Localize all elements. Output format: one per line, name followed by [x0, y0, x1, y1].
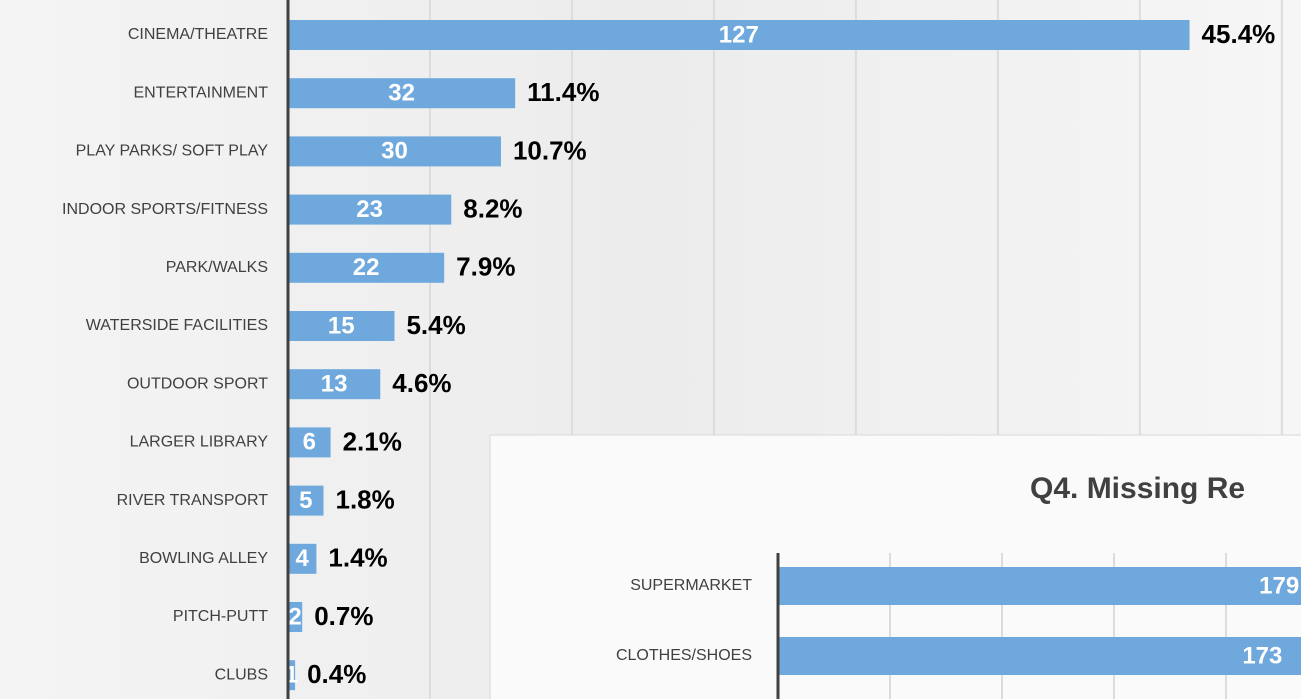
value-label: 173 [1242, 642, 1282, 669]
percent-label: 5.4% [406, 310, 465, 340]
percent-label: 0.4% [307, 659, 366, 689]
category-label: CINEMA/THEATRE [128, 26, 268, 43]
bar [288, 20, 1190, 50]
bar [778, 567, 1301, 605]
percent-label: 10.7% [513, 135, 587, 165]
inset-chart: Q4. Missing Re SUPERMARKET 179 CLOTHES/SHO… [616, 472, 1301, 699]
percent-label: 0.7% [314, 601, 373, 631]
category-label: ENTERTAINMENT [133, 84, 268, 101]
percent-label: 11.4% [527, 77, 599, 107]
percent-label: 7.9% [456, 252, 515, 282]
value-label: 127 [719, 21, 759, 48]
category-label: BOWLING ALLEY [139, 550, 268, 567]
bar [288, 136, 501, 167]
bar [288, 194, 452, 225]
bar [778, 637, 1301, 675]
bar [288, 78, 516, 109]
percent-label: 1.8% [335, 484, 394, 514]
value-label: 2 [288, 603, 301, 630]
bar [288, 369, 381, 400]
category-label: WATERSIDE FACILITIES [86, 317, 268, 334]
bar [288, 660, 296, 691]
value-label: 15 [328, 312, 355, 339]
value-label: 32 [388, 80, 415, 107]
category-label: LARGER LIBRARY [130, 434, 269, 451]
category-label: CLOTHES/SHOES [616, 647, 752, 664]
bar [288, 427, 331, 458]
category-label: PITCH-PUTT [173, 608, 268, 625]
bar [288, 252, 445, 283]
value-label: 22 [353, 254, 380, 281]
category-label: OUTDOOR SPORT [127, 375, 268, 392]
value-label: 13 [321, 371, 348, 398]
value-label: 5 [299, 487, 312, 514]
bar [288, 311, 395, 341]
bar [288, 485, 324, 516]
value-label: 6 [303, 429, 316, 456]
value-label: 23 [356, 196, 383, 223]
category-label: SUPERMARKET [630, 577, 752, 594]
value-label: 4 [296, 545, 310, 572]
category-label: INDOOR SPORTS/FITNESS [62, 201, 268, 218]
bar [288, 602, 303, 632]
category-label: CLUBS [215, 666, 268, 683]
category-label: PLAY PARKS/ SOFT PLAY [76, 143, 269, 160]
chart-title: Q4. Missing Re [1030, 472, 1245, 505]
percent-label: 45.4% [1202, 19, 1276, 49]
bar [288, 543, 317, 574]
percent-label: 8.2% [463, 193, 522, 223]
value-label: 179 [1259, 572, 1299, 599]
category-label: PARK/WALKS [166, 259, 268, 276]
percent-label: 2.1% [343, 426, 402, 456]
percent-label: 4.6% [392, 368, 451, 398]
main-chart: CINEMA/THEATRE 127 45.4%ENTERTAINMENT 32 11.… [62, 0, 1283, 699]
category-label: RIVER TRANSPORT [117, 492, 269, 509]
value-label: 30 [381, 138, 408, 165]
percent-label: 1.4% [328, 543, 387, 573]
